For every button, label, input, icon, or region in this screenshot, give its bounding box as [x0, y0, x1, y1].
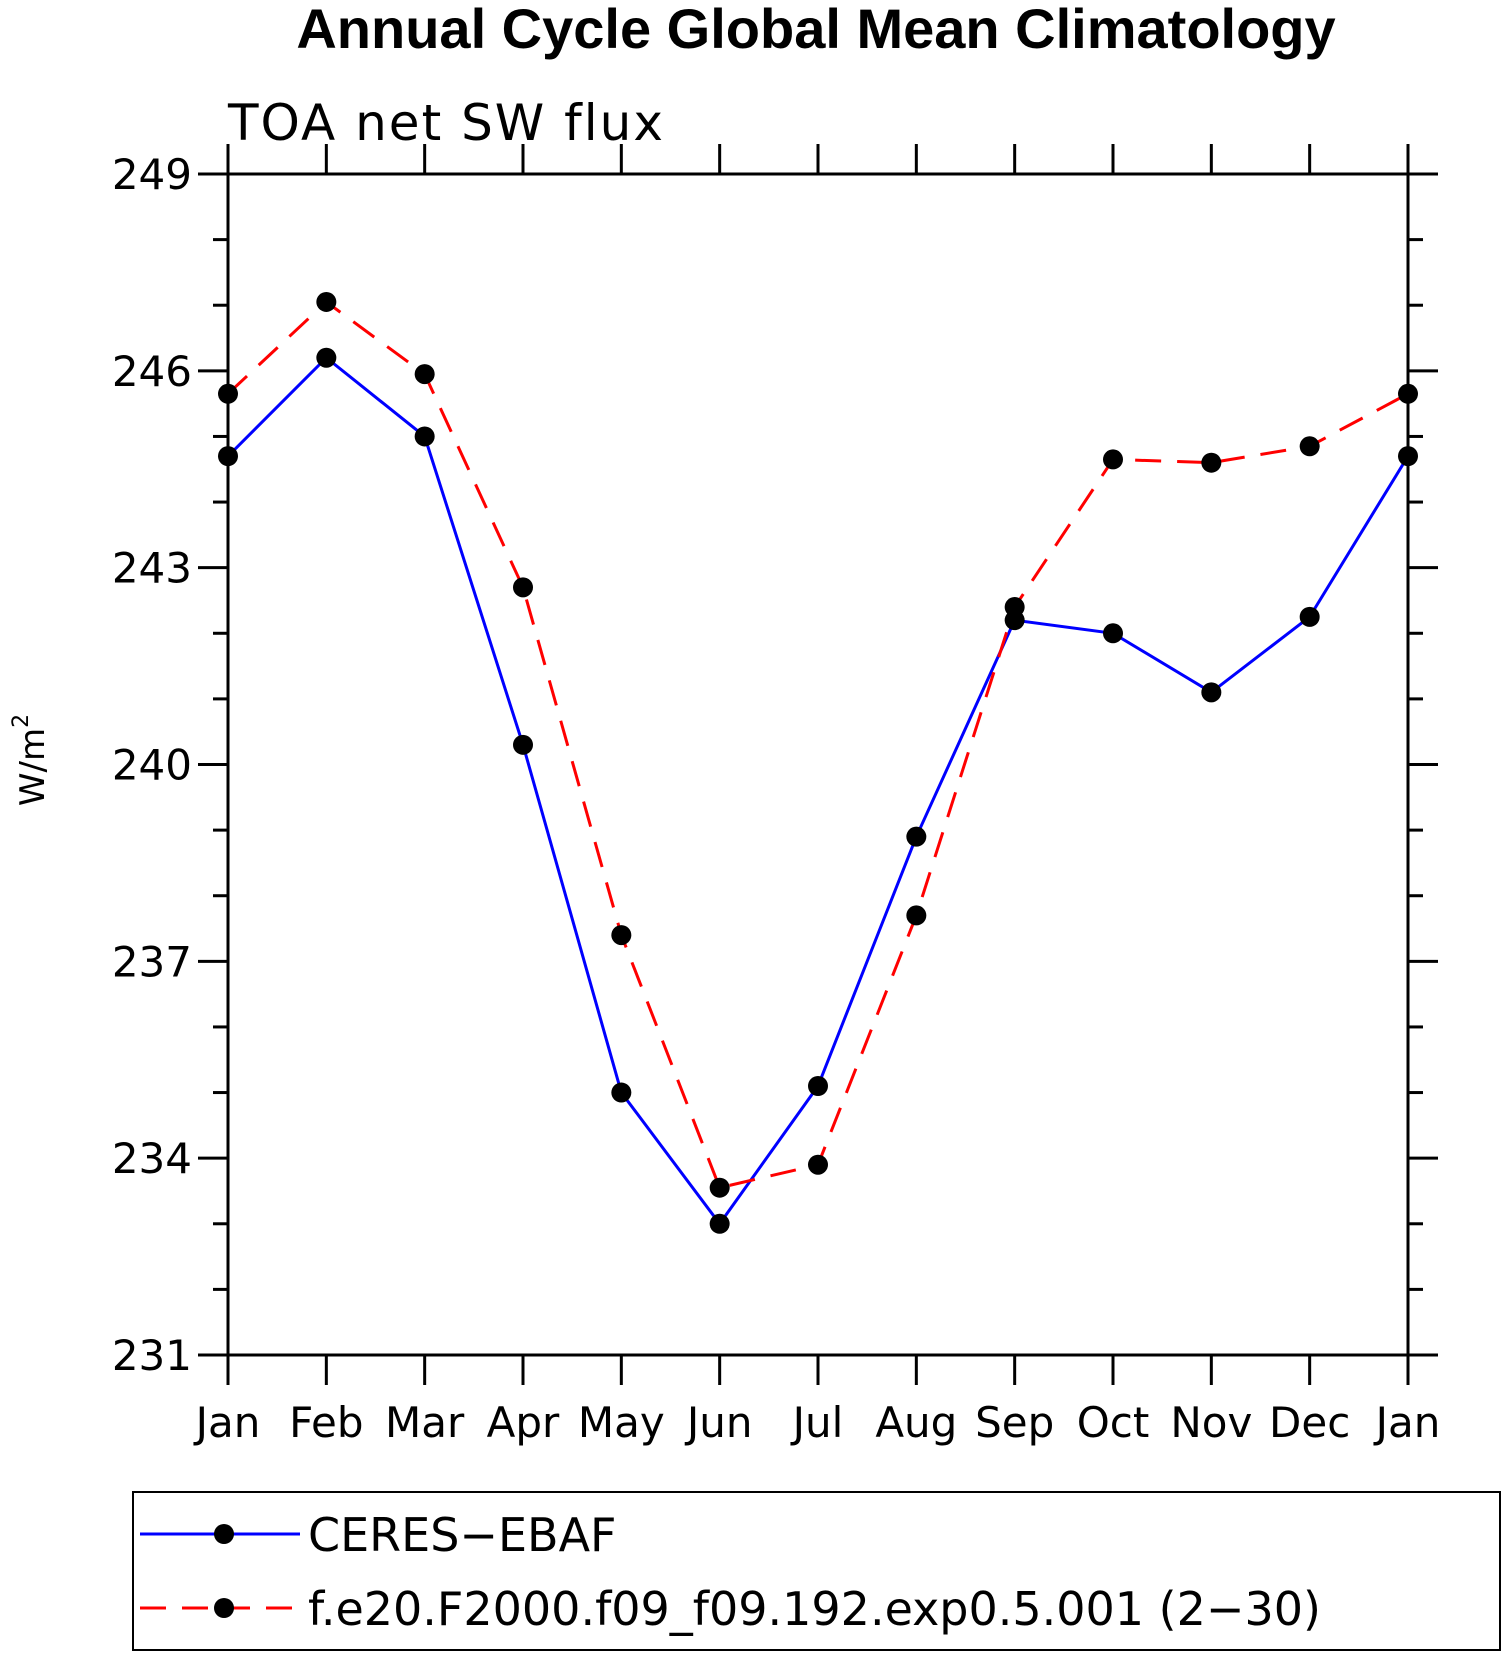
x-tick-label: Aug [875, 1398, 957, 1447]
series-1-point [808, 1075, 828, 1096]
series-2-point [513, 577, 533, 598]
x-tick-label: May [578, 1398, 665, 1447]
y-tick-label: 234 [112, 1134, 192, 1183]
legend: CERES−EBAF f.e20.F2000.f09_f09.192.exp0.5… [132, 1491, 1501, 1651]
series-2-point [1299, 436, 1320, 457]
chart-subtitle: TOA net SW flux [227, 94, 665, 152]
legend-label-1: CERES−EBAF [308, 1508, 617, 1562]
x-tick-label: Oct [1077, 1398, 1150, 1447]
series-2-point [709, 1177, 730, 1198]
series-2-point [1398, 383, 1418, 404]
x-tick-label: Jun [684, 1398, 753, 1447]
y-tick-label: 237 [112, 937, 192, 986]
y-axis-label-base: W/m [13, 728, 53, 806]
series-2-point [1004, 597, 1025, 618]
x-tick-label: Jul [790, 1398, 844, 1447]
y-tick-label: 246 [112, 347, 192, 396]
series-2-point [808, 1154, 828, 1175]
series-1-point [513, 734, 533, 755]
series-1-point [1201, 682, 1222, 703]
x-tick-label: Mar [385, 1398, 465, 1447]
series-2-point [218, 383, 238, 404]
y-tick-label: 249 [112, 150, 192, 199]
series-1-point [414, 426, 435, 447]
x-tick-label: Nov [1170, 1398, 1252, 1447]
series-line-2 [226, 299, 1409, 1190]
axes: Jan Feb Mar Apr May Jun Jul Aug Sep Oct Nov Dec Jan2… [112, 144, 1441, 1447]
y-axis-label-superscript: 2 [9, 714, 34, 728]
series-2-point [906, 905, 927, 926]
x-tick-label: Jan [1373, 1398, 1441, 1447]
series-2-point [1103, 449, 1123, 470]
series-1-point [906, 826, 927, 847]
series-2-point [1201, 452, 1222, 473]
series-1-point [709, 1213, 730, 1234]
legend-marker-2 [214, 1598, 234, 1618]
x-tick-label: Dec [1269, 1398, 1350, 1447]
series-1-point [611, 1082, 632, 1103]
series-1-point [1398, 446, 1418, 467]
x-tick-label: Sep [975, 1398, 1054, 1447]
series-2-point [611, 925, 632, 946]
x-tick-label: Jan [193, 1398, 261, 1447]
legend-box [132, 1491, 1501, 1651]
legend-label-2: f.e20.F2000.f09_f09.192.exp0.5.001 (2−30… [308, 1582, 1321, 1636]
series-layer [218, 291, 1418, 1234]
series-2-point [414, 364, 435, 385]
series-1-point [316, 347, 337, 368]
y-tick-label: 243 [112, 544, 192, 593]
x-tick-label: Feb [289, 1398, 363, 1447]
x-tick-label: Apr [487, 1398, 560, 1447]
series-1-point [1103, 623, 1123, 644]
legend-marker-1 [214, 1524, 234, 1544]
y-tick-label: 240 [112, 741, 192, 790]
series-1-point [218, 446, 238, 467]
series-2-point [316, 291, 337, 312]
y-axis-label: W/m2 [9, 714, 53, 806]
y-tick-label: 231 [112, 1331, 192, 1380]
series-1-point [1299, 606, 1320, 627]
plot-frame [226, 172, 1410, 1357]
chart-title: Annual Cycle Global Mean Climatology [296, 0, 1335, 60]
